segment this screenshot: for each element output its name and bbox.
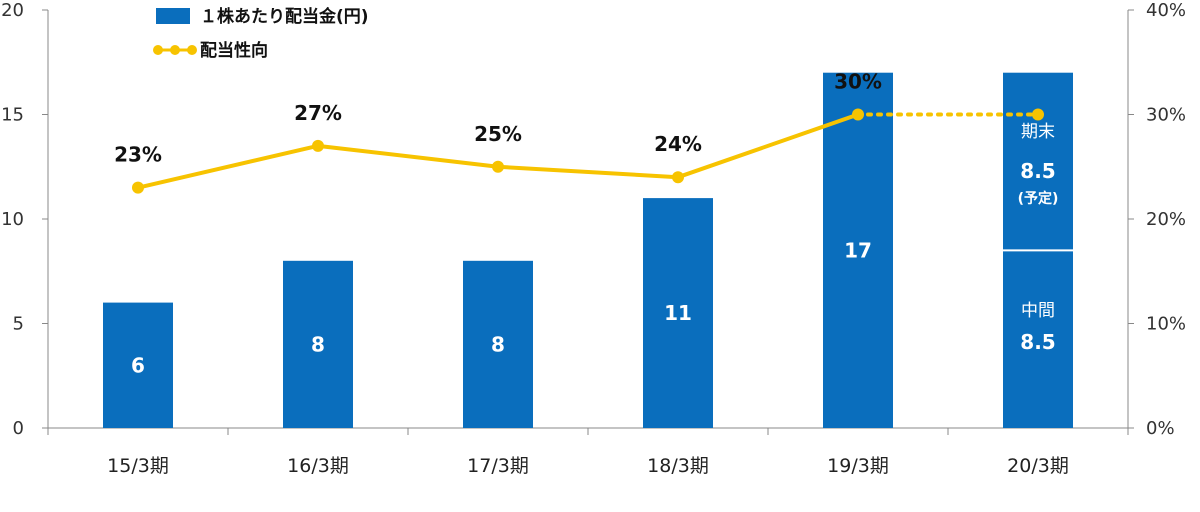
y-left-tick-label: 15: [1, 105, 24, 126]
bar: [643, 198, 713, 428]
y-right-tick-label: 30%: [1146, 105, 1186, 126]
y-left-tick-label: 5: [13, 314, 24, 335]
axes: 0 5 10 15 20 0% 10% 20% 30% 40% 15/3期 16/3期 17/3期 18/…: [1, 0, 1186, 477]
y-right-tick-label: 40%: [1146, 0, 1186, 21]
y-right-tick-label: 10%: [1146, 314, 1186, 335]
bar: [103, 302, 173, 428]
legend-line-label: 配当性向: [200, 40, 268, 61]
payout-value-label: 30%: [834, 70, 882, 94]
lower-segment-value: 8.5: [1020, 330, 1055, 354]
bar-value-label: 17: [844, 238, 872, 262]
payout-point: [672, 171, 684, 184]
x-tick-label: 16/3期: [287, 455, 349, 477]
x-tick-label: 17/3期: [467, 455, 529, 477]
legend-bar-label: １株あたり配当金(円): [200, 6, 369, 27]
payout-value-label: 23%: [114, 143, 162, 167]
upper-segment-value: 8.5: [1020, 159, 1055, 183]
bars: 6 8 8 11 17 期末 8.5 (予定) 中間 8.5: [103, 72, 1073, 428]
upper-segment-label: 期末: [1021, 122, 1055, 142]
bar: [823, 72, 893, 428]
lower-segment-label: 中間: [1021, 301, 1055, 321]
legend-line-marker-3: [187, 45, 197, 55]
y-left-tick-label: 20: [1, 0, 24, 21]
x-tick-label: 15/3期: [107, 455, 169, 477]
upper-segment-note: (予定): [1018, 190, 1059, 207]
y-left-tick-label: 0: [13, 418, 24, 439]
bar: [283, 260, 353, 428]
payout-point: [1032, 108, 1044, 121]
x-tick-label: 19/3期: [827, 455, 889, 477]
bar-value-label: 11: [664, 301, 692, 325]
y-right-tick-label: 0%: [1146, 418, 1175, 439]
bar-value-label: 6: [131, 353, 145, 377]
y-right-tick-label: 20%: [1146, 209, 1186, 230]
legend-line-marker-1: [153, 45, 163, 55]
y-left-tick-label: 10: [1, 209, 24, 230]
legend-bar-swatch: [156, 8, 190, 24]
payout-point: [132, 181, 144, 194]
legend-line-marker-2: [170, 45, 180, 55]
x-tick-label: 18/3期: [647, 455, 709, 477]
payout-point: [312, 139, 324, 152]
payout-value-label: 27%: [294, 101, 342, 125]
payout-point: [492, 160, 504, 173]
payout-value-label: 24%: [654, 132, 702, 156]
legend: １株あたり配当金(円) 配当性向: [153, 6, 369, 61]
bar-value-label: 8: [491, 332, 505, 356]
payout-value-label: 25%: [474, 122, 522, 146]
payout-point: [852, 108, 864, 121]
bar: [463, 260, 533, 428]
payout-ratio-line: 23% 27% 25% 24% 30%: [114, 70, 1044, 194]
bar-value-label: 8: [311, 332, 325, 356]
x-tick-label: 20/3期: [1007, 455, 1069, 477]
